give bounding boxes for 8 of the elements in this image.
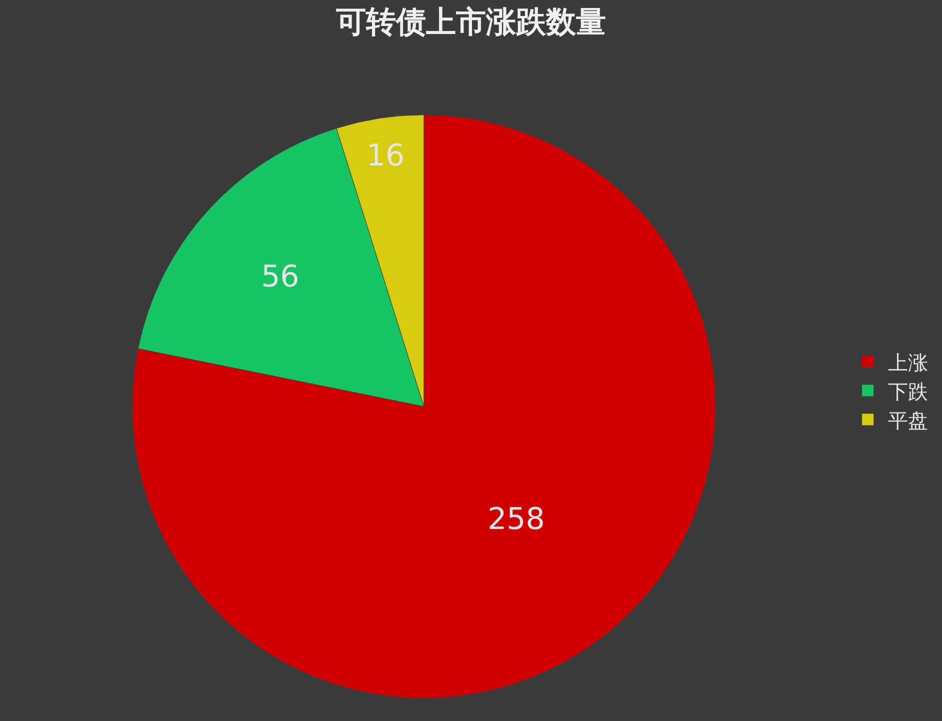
data-label: 16	[366, 138, 405, 174]
pie-slice	[132, 114, 716, 698]
legend-label: 平盘	[888, 408, 928, 432]
data-label: 56	[261, 260, 300, 295]
data-label: 258	[488, 502, 545, 537]
legend-label: 上涨	[888, 350, 928, 374]
legend-label: 下跌	[888, 379, 928, 404]
chart-title: 可转债上市涨跌数量	[335, 4, 606, 40]
